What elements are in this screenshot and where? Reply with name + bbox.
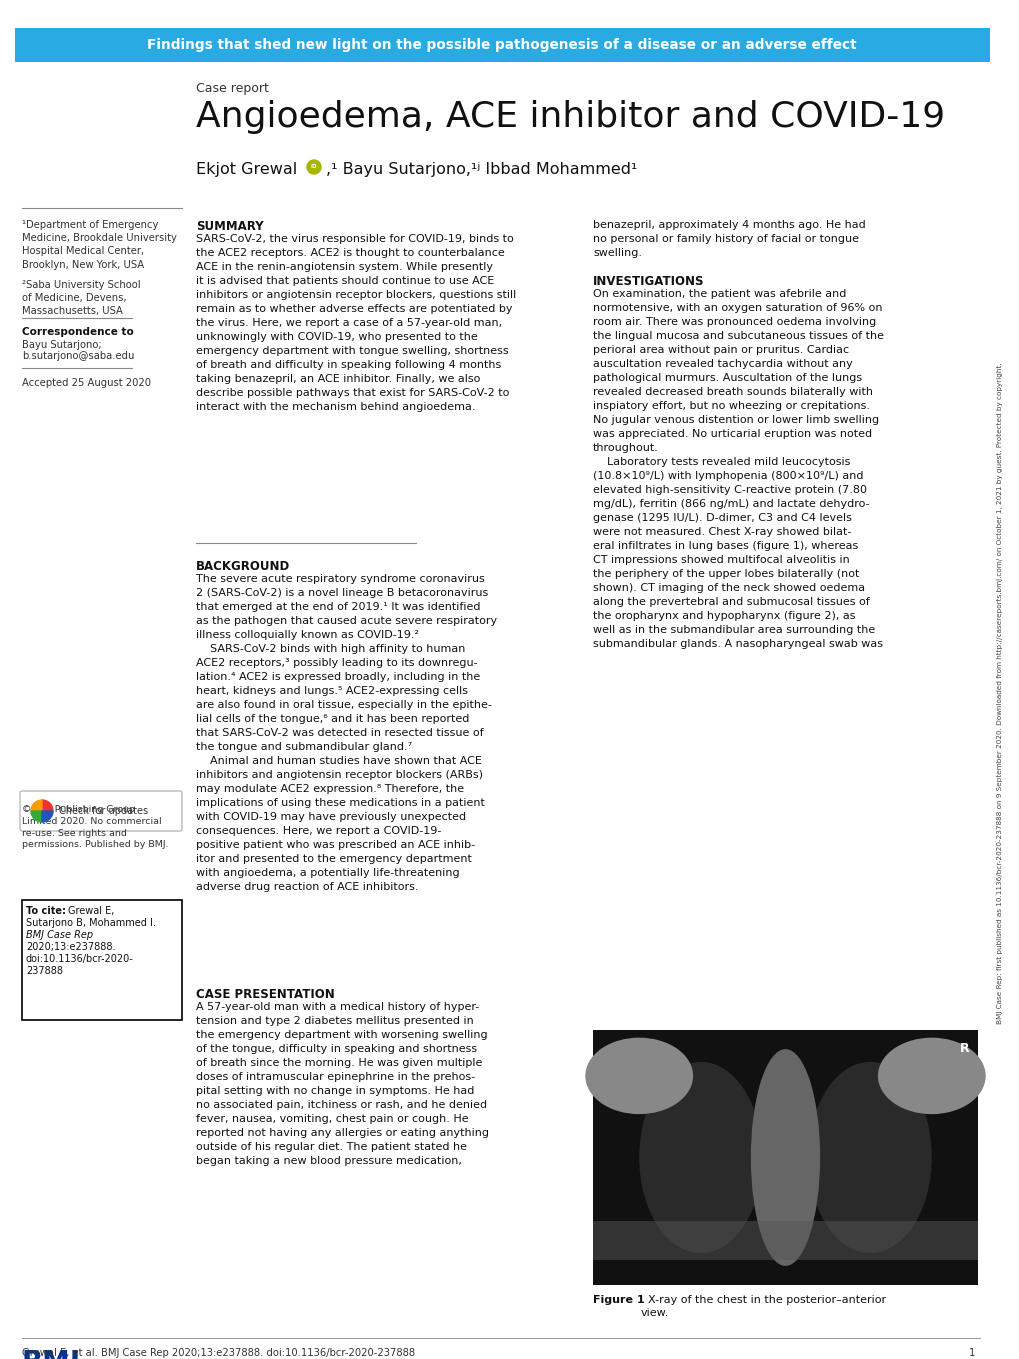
Text: Angioedema, ACE inhibitor and COVID-19: Angioedema, ACE inhibitor and COVID-19 — [196, 101, 945, 135]
Text: iD: iD — [311, 164, 317, 170]
Polygon shape — [42, 800, 53, 811]
Text: b.sutarjono@saba.edu: b.sutarjono@saba.edu — [22, 351, 135, 361]
Text: INVESTIGATIONS: INVESTIGATIONS — [592, 275, 704, 288]
Text: CASE PRESENTATION: CASE PRESENTATION — [196, 988, 334, 1002]
Text: Ekjot Grewal: Ekjot Grewal — [196, 162, 297, 177]
Text: Grewal E,: Grewal E, — [68, 906, 114, 916]
Polygon shape — [42, 811, 53, 822]
Text: Case report: Case report — [196, 82, 269, 95]
Text: BMJ Case Rep: BMJ Case Rep — [25, 930, 93, 940]
Text: BMJ: BMJ — [22, 1349, 82, 1359]
Text: 1: 1 — [968, 1348, 974, 1358]
Text: Bayu Sutarjono;: Bayu Sutarjono; — [22, 340, 102, 351]
Text: A 57-year-old man with a medical history of hyper-
tension and type 2 diabetes m: A 57-year-old man with a medical history… — [196, 1002, 488, 1166]
Text: © BMJ Publishing Group
Limited 2020. No commercial
re-use. See rights and
permis: © BMJ Publishing Group Limited 2020. No … — [22, 805, 168, 849]
Text: 237888: 237888 — [25, 966, 63, 976]
Text: ,¹ Bayu Sutarjono,¹ʲ Ibbad Mohammed¹: ,¹ Bayu Sutarjono,¹ʲ Ibbad Mohammed¹ — [326, 162, 637, 177]
Text: 2020;13:e237888.: 2020;13:e237888. — [25, 942, 115, 953]
Text: R: R — [960, 1042, 969, 1055]
Bar — [592, 1222, 977, 1260]
Text: Grewal E, et al. BMJ Case Rep 2020;13:e237888. doi:10.1136/bcr-2020-237888: Grewal E, et al. BMJ Case Rep 2020;13:e2… — [22, 1348, 415, 1358]
Ellipse shape — [750, 1049, 819, 1265]
Text: Accepted 25 August 2020: Accepted 25 August 2020 — [22, 378, 151, 389]
Text: X-ray of the chest in the posterior–anterior
view.: X-ray of the chest in the posterior–ante… — [640, 1295, 886, 1318]
Ellipse shape — [639, 1061, 761, 1253]
Ellipse shape — [585, 1038, 693, 1114]
FancyBboxPatch shape — [20, 791, 181, 830]
Bar — [22, 900, 181, 1021]
Bar — [15, 29, 989, 63]
Text: On examination, the patient was afebrile and
normotensive, with an oxygen satura: On examination, the patient was afebrile… — [592, 289, 883, 650]
Text: ¹Department of Emergency
Medicine, Brookdale University
Hospital Medical Center,: ¹Department of Emergency Medicine, Brook… — [22, 220, 176, 269]
Text: Sutarjono B, Mohammed I.: Sutarjono B, Mohammed I. — [25, 917, 156, 928]
Text: To cite:: To cite: — [25, 906, 66, 916]
Bar — [592, 1030, 977, 1286]
Ellipse shape — [808, 1061, 931, 1253]
Circle shape — [307, 160, 321, 174]
Polygon shape — [31, 811, 42, 822]
Text: BACKGROUND: BACKGROUND — [196, 560, 290, 573]
Text: The severe acute respiratory syndrome coronavirus
2 (SARS-CoV-2) is a novel line: The severe acute respiratory syndrome co… — [196, 573, 496, 892]
Text: Correspondence to: Correspondence to — [22, 328, 133, 337]
Text: Findings that shed new light on the possible pathogenesis of a disease or an adv: Findings that shed new light on the poss… — [147, 38, 856, 52]
Text: SUMMARY: SUMMARY — [196, 220, 263, 232]
Polygon shape — [31, 800, 42, 811]
Text: SARS-CoV-2, the virus responsible for COVID-19, binds to
the ACE2 receptors. ACE: SARS-CoV-2, the virus responsible for CO… — [196, 234, 516, 412]
Text: doi:10.1136/bcr-2020-: doi:10.1136/bcr-2020- — [25, 954, 133, 964]
Text: ²Saba University School
of Medicine, Devens,
Massachusetts, USA: ²Saba University School of Medicine, Dev… — [22, 280, 141, 317]
Text: BMJ Case Rep: first published as 10.1136/bcr-2020-237888 on 9 September 2020. Do: BMJ Case Rep: first published as 10.1136… — [996, 363, 1002, 1023]
Text: Figure 1: Figure 1 — [592, 1295, 644, 1305]
Text: benazepril, approximately 4 months ago. He had
no personal or family history of : benazepril, approximately 4 months ago. … — [592, 220, 865, 258]
Text: Check for updates: Check for updates — [59, 806, 148, 815]
Ellipse shape — [877, 1038, 984, 1114]
